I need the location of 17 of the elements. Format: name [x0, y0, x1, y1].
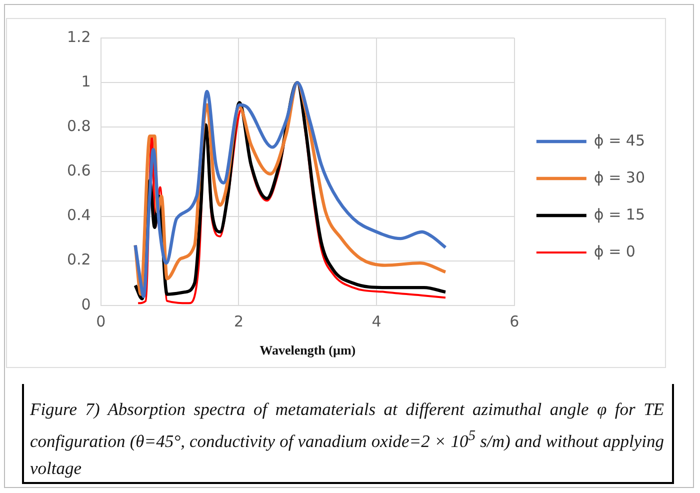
y-tick-label: 1 [81, 72, 91, 90]
legend-label: ϕ = 30 [594, 168, 646, 186]
y-tick-label: 1.2 [66, 28, 91, 46]
y-tick-label: 0.8 [66, 117, 91, 136]
legend-label: ϕ = 45 [594, 131, 646, 150]
legend-label: ϕ = 0 [594, 242, 636, 260]
y-tick-label: 0.6 [66, 162, 91, 180]
y-tick-label: 0.4 [66, 206, 91, 224]
y-tick-label: 0 [81, 295, 91, 314]
x-tick-label: 6 [510, 312, 520, 330]
x-tick-label: 4 [372, 312, 382, 330]
text: Figure 7) Absorption spectra of metamaterials at different azimuthal angle φ for TE configuration (θ=45°, conductivity of vanadium oxide=2 × 10$^{5}$ s/m) and without applying voltage [30, 399, 664, 478]
legend-label: ϕ = 15 [594, 205, 646, 224]
x-tick-label: 2 [234, 312, 244, 330]
y-tick-label: 0.2 [66, 250, 91, 269]
x-axis-title: Wavelength (µm) [260, 342, 356, 358]
x-tick-label: 0 [96, 312, 106, 330]
